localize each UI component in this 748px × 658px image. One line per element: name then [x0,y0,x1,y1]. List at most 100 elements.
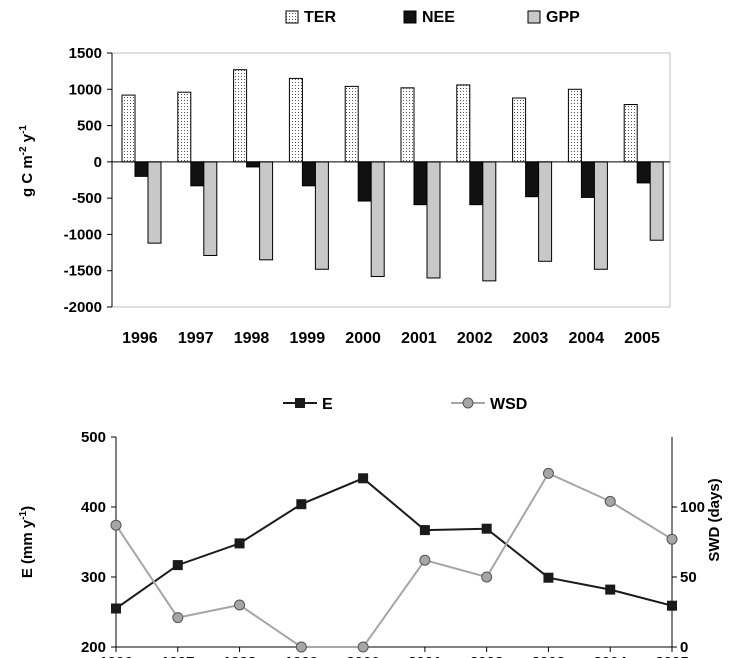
legend-label-wsd: WSD [490,396,527,413]
bar-x-tick-label: 1998 [234,330,270,347]
point-wsd [357,641,369,653]
bar-nee [636,161,651,184]
bar-nee [134,161,149,177]
point-e [667,600,677,611]
bar-chart: TER NEE GPP g C m-2 y-1 1500 1000 500 0 -500… [18,9,671,347]
point-e [172,560,183,571]
bar-gpp [538,161,553,262]
bar-ter [233,69,248,163]
line-left-tick-label: 400 [81,499,106,516]
bar-x-tick-label: 1997 [178,330,214,347]
bar-ter [400,87,415,163]
bar-gpp [482,161,497,282]
point-wsd [666,533,678,545]
line-x-tick-label: 1996 [99,654,132,658]
bar-y-axis-title: g C m-2 y-1 [18,125,36,197]
bar-y-tick-label: -2000 [64,299,102,316]
point-e [358,473,369,484]
legend-swatch-nee [403,10,417,24]
line-x-tick-label: 2002 [470,654,503,658]
bar-series [121,69,664,282]
point-wsd [419,554,431,566]
line-x-tick-label: 2001 [408,654,441,658]
line-series [110,467,678,653]
point-wsd [295,641,307,653]
line-x-tick-label: 2005 [655,654,688,658]
svg-text:g C m-2 y-1: g C m-2 y-1 [18,125,36,197]
bar-nee [301,161,316,187]
line-left-axis-title: E (mm y-1) [18,506,36,578]
point-wsd [604,495,616,507]
bar-y-tick-label: -1500 [64,263,102,280]
legend-label-e: E [322,396,333,413]
point-e [605,584,616,595]
point-e [419,525,430,536]
series-line-wsd [115,472,673,648]
bar-gpp [259,161,274,261]
bar-nee [246,161,261,168]
bar-ter [121,94,136,163]
bar-x-tick-label: 2001 [401,330,437,347]
line-chart: E WSD E (mm y-1) SWD (days) 500400300200… [18,396,723,658]
bar-ter [177,91,192,163]
bar-x-tick-label: 2003 [513,330,549,347]
legend-marker-wsd [462,397,474,409]
line-right-tick-label: 50 [680,569,697,586]
bar-x-tick-label: 2005 [624,330,660,347]
line-right-tick-label: 100 [680,499,705,516]
point-e [481,523,492,534]
bar-legend: TER NEE GPP [285,9,580,26]
line-right-ticks: 100 50 0 [672,499,705,656]
line-x-ticks: 1996 1997 1998 1999 2000 2001 2002 2003 2004 2005 [99,647,689,658]
bar-ter [512,97,527,163]
line-x-tick-label: 1997 [161,654,194,658]
point-wsd [234,599,246,611]
point-wsd [481,571,493,583]
bar-ter [456,84,471,163]
line-x-tick-label: 1998 [223,654,256,658]
bar-y-tick-label: 1000 [69,81,102,98]
bar-y-ticks: 1500 1000 500 0 -500 -1000 -1500 -2000 [64,45,112,316]
bar-nee [580,161,595,198]
line-right-axis-title: SWD (days) [706,478,723,561]
line-legend: E WSD [283,396,527,413]
line-x-tick-label: 2004 [594,654,628,658]
bar-gpp [593,161,608,270]
bar-gpp [649,161,664,241]
bar-x-tick-labels: 1996 1997 1998 1999 2000 2001 2002 2003 2004 2005 [122,330,660,347]
svg-text:E (mm y-1): E (mm y-1) [18,506,36,578]
bar-ter [623,104,638,163]
legend-label-gpp: GPP [546,9,580,26]
bar-y-tick-label: 1500 [69,45,102,62]
point-e [111,603,121,614]
bar-y-tick-label: 0 [94,154,102,171]
bar-ter [567,88,582,163]
bar-y-tick-label: 500 [77,118,102,135]
line-right-tick-label: 0 [680,639,688,656]
bar-x-tick-label: 1999 [290,330,326,347]
point-e [296,499,307,510]
line-left-ticks: 500 400 300 200 [81,429,116,656]
series-line-e [115,477,673,610]
bar-nee [357,161,372,202]
line-left-tick-label: 300 [81,569,106,586]
line-left-tick-label: 200 [81,639,106,656]
legend-label-nee: NEE [422,9,455,26]
line-x-tick-label: 2000 [346,654,379,658]
legend-swatch-gpp [527,10,541,24]
point-wsd [172,612,184,624]
bar-x-tick-label: 1996 [122,330,158,347]
bar-nee [413,161,428,206]
point-e [543,572,554,583]
bar-gpp [314,161,329,270]
legend-swatch-ter [285,10,299,24]
bar-gpp [426,161,441,279]
point-wsd [110,519,122,531]
line-left-tick-label: 500 [81,429,106,446]
bar-ter [344,85,359,163]
bar-gpp [370,161,385,278]
bar-gpp [147,161,162,244]
bar-x-tick-label: 2002 [457,330,493,347]
bar-ter [288,77,303,163]
